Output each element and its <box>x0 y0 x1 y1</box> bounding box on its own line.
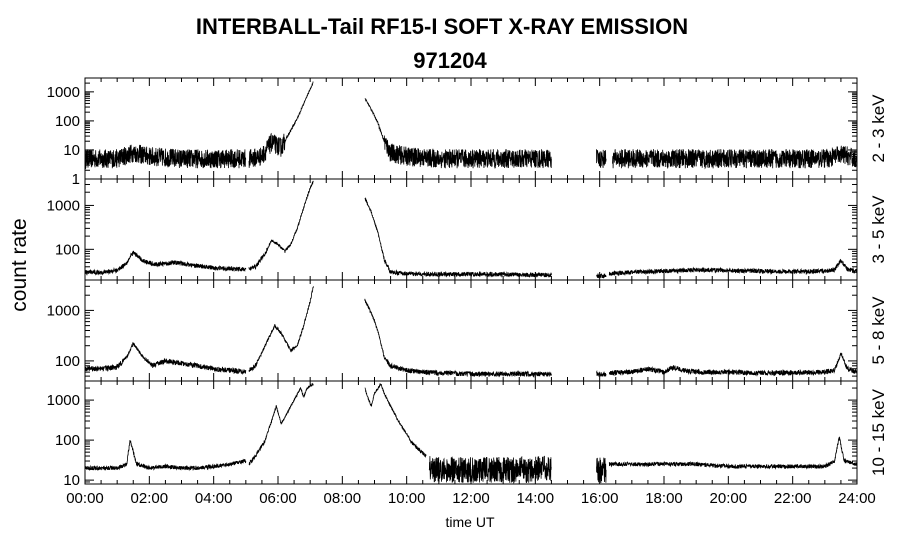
series-line <box>364 298 552 378</box>
chart-title: INTERBALL-Tail RF15-I SOFT X-RAY EMISSIO… <box>196 14 688 39</box>
x-tick-label: 06:00 <box>259 490 297 507</box>
y-tick-label: 1 <box>72 171 80 188</box>
series-label: 2 - 3 keV <box>869 94 888 163</box>
series-line <box>248 382 314 466</box>
y-tick-label: 10 <box>63 142 80 159</box>
chart-subtitle: 971204 <box>413 48 487 73</box>
y-tick-label: 1000 <box>47 392 80 409</box>
series-line <box>608 258 858 277</box>
y-tick-label: 100 <box>55 113 80 130</box>
y-axis-label: count rate <box>8 218 31 311</box>
series-line <box>84 341 247 375</box>
x-tick-label: 16:00 <box>581 490 619 507</box>
series-line <box>612 145 858 170</box>
x-axis-label: time UT <box>446 514 495 530</box>
panels: 1000 100 10 1 2 - 3 keV 1000 100 3 - 5 keV 1000 1… <box>47 77 888 507</box>
y-tick-label: 100 <box>55 241 80 258</box>
x-tick-label: 12:00 <box>452 490 490 507</box>
series-line <box>84 250 247 276</box>
y-tick-label: 100 <box>55 432 80 449</box>
series-line <box>84 440 247 472</box>
x-tick-label: 22:00 <box>774 490 812 507</box>
series-line <box>596 370 607 377</box>
x-tick-label: 04:00 <box>195 490 233 507</box>
x-tick-label: 08:00 <box>324 490 362 507</box>
series-line <box>248 286 314 372</box>
x-tick-label: 24:00 <box>838 490 876 507</box>
series-label: 5 - 8 keV <box>869 296 888 365</box>
series-line <box>608 436 858 470</box>
series-line <box>428 455 552 484</box>
x-tick-label: 10:00 <box>388 490 426 507</box>
y-tick-label: 100 <box>55 353 80 370</box>
series-line <box>364 382 427 458</box>
series-line <box>248 180 314 272</box>
x-tick-label: 02:00 <box>131 490 169 507</box>
y-tick-label: 10 <box>63 472 80 489</box>
series-line <box>608 352 858 377</box>
series-line <box>596 273 607 279</box>
series-line <box>248 81 314 168</box>
y-tick-label: 1000 <box>47 197 80 214</box>
x-tick-label: 14:00 <box>517 490 555 507</box>
y-tick-label: 1000 <box>47 302 80 319</box>
series-label: 10 - 15 keV <box>869 388 888 476</box>
x-tick-label: 18:00 <box>645 490 683 507</box>
series-line <box>364 197 552 278</box>
y-tick-label: 1000 <box>47 84 80 101</box>
series-line <box>596 149 607 168</box>
series-label: 3 - 5 keV <box>869 195 888 264</box>
x-tick-label: 20:00 <box>710 490 748 507</box>
series-line <box>84 144 247 170</box>
series-line <box>364 98 552 169</box>
x-tick-label: 00:00 <box>66 490 104 507</box>
series-line <box>596 457 607 484</box>
